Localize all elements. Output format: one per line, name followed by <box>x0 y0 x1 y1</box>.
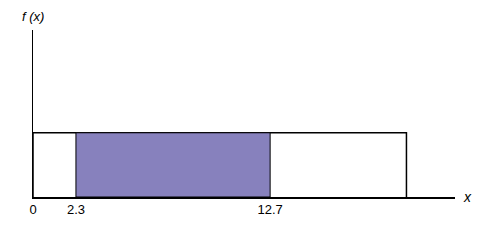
svg-text:x: x <box>463 189 472 205</box>
svg-text:2.3: 2.3 <box>67 202 85 217</box>
svg-text:12.7: 12.7 <box>257 202 282 217</box>
svg-text:f (x): f (x) <box>22 9 44 24</box>
svg-text:0: 0 <box>29 202 36 217</box>
